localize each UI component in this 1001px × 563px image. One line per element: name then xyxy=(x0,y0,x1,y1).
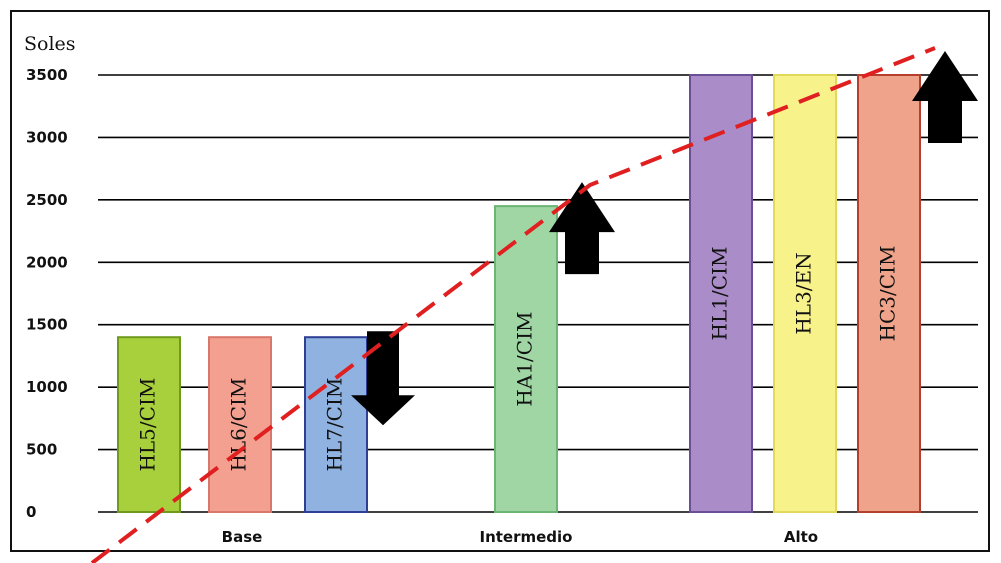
y-tick-label: 2500 xyxy=(26,191,68,209)
category-label-alto: Alto xyxy=(784,528,818,546)
bar-label: HL7/CIM xyxy=(323,378,347,472)
y-tick-label: 1000 xyxy=(26,378,68,396)
up-arrow-icon xyxy=(549,182,615,275)
y-tick-label: 0 xyxy=(26,503,36,521)
bar-label: HA1/CIM xyxy=(513,312,537,407)
bar-label: HL5/CIM xyxy=(136,378,160,472)
category-label-intermedio: Intermedio xyxy=(480,528,573,546)
y-tick-label: 1500 xyxy=(26,316,68,334)
up-arrow-icon xyxy=(912,51,978,143)
bar-ha1-cim xyxy=(494,205,558,513)
trend-line xyxy=(90,46,936,563)
bar-hc3-cim xyxy=(857,74,921,513)
bar-hl6-cim xyxy=(208,336,272,514)
bar-hl7-cim xyxy=(304,336,368,514)
category-label-base: Base xyxy=(222,528,263,546)
bar-hl5-cim xyxy=(117,336,181,514)
bar-label: HL1/CIM xyxy=(708,247,732,341)
y-tick-label: 3500 xyxy=(26,66,68,84)
y-tick-label: 500 xyxy=(26,441,57,459)
bar-label: HL3/EN xyxy=(792,252,816,334)
y-axis-label: Soles xyxy=(24,33,76,55)
bar-hl1-cim xyxy=(689,74,753,513)
bar-hl3-en xyxy=(773,74,837,513)
y-tick-label: 2000 xyxy=(26,253,68,271)
bar-label: HC3/CIM xyxy=(876,246,900,342)
y-tick-label: 3000 xyxy=(26,128,68,146)
